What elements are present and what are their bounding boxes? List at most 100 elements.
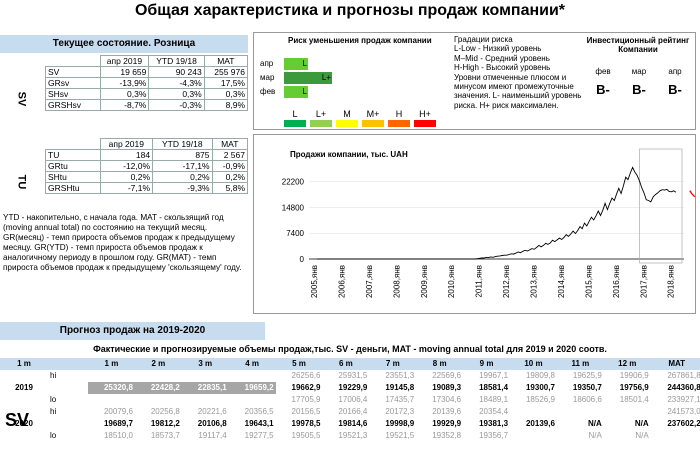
rating-month: апр xyxy=(668,67,682,76)
current-state-header: Текущее состояние. Розница xyxy=(0,35,248,53)
forecast-year: 2019 xyxy=(15,383,33,392)
forecast-cell: 237602,2 xyxy=(667,419,700,428)
forecast-cell: 18501,4 xyxy=(619,395,649,404)
forecast-band-label: lo xyxy=(50,395,57,404)
rating-values: фев B-мар B-апр B- xyxy=(586,67,692,97)
chart-title: Продажи компании, тыс. UAH xyxy=(290,150,408,159)
forecast-row: 2019 25320,8 22428,2 22835,1 19659,2 19662,9 1… xyxy=(0,382,700,394)
forecast-cell: 18526,9 xyxy=(525,395,555,404)
tu-cell: -17,1% xyxy=(152,160,213,172)
risk-legend-line: H-High - Высокий уровень xyxy=(454,63,551,73)
sv-cell: 8,9% xyxy=(203,99,249,111)
sales-chart: Продажи компании, тыс. UAH 22200 14800 7400… xyxy=(282,148,695,298)
tu-col-header: апр 2019 xyxy=(99,138,154,150)
forecast-cell: 20106,8 xyxy=(197,419,227,428)
tu-side-label: TU xyxy=(15,174,28,190)
forecast-header-cell: 4 m xyxy=(228,358,276,370)
forecast-row: lo 17705,9 17006,4 17435,7 17304,6 18489,1 185… xyxy=(0,394,700,406)
forecast-cell: N/A xyxy=(635,431,649,440)
tu-cell: 184 xyxy=(99,149,154,161)
forecast-cell: 19300,7 xyxy=(525,383,555,392)
risk-bar: L+ xyxy=(284,72,332,84)
risk-scale-item: M xyxy=(336,109,358,127)
rating-month: мар xyxy=(631,67,647,76)
forecast-header-cell: 7 m xyxy=(369,358,417,370)
forecast-cell: 19350,7 xyxy=(572,383,602,392)
forecast-cell: 19381,3 xyxy=(479,419,509,428)
tu-cell: -7,1% xyxy=(99,182,154,194)
forecast-cell: 19505,5 xyxy=(291,431,321,440)
tu-cell: 5,8% xyxy=(211,182,249,194)
forecast-cell: 18510,0 xyxy=(103,431,133,440)
risk-legend-line: L-Low - Низкий уровень xyxy=(454,44,542,54)
risk-scale-item: H+ xyxy=(414,109,436,127)
tu-cell: 2 567 xyxy=(211,149,249,161)
risk-legend: Градации риска L-Low - Низкий уровень M–Mi… xyxy=(454,35,584,110)
forecast-cell: 19756,9 xyxy=(619,383,649,392)
risk-legend-line: M–Mid - Средний уровень xyxy=(454,53,550,63)
risk-scale-item: L+ xyxy=(310,109,332,127)
chart-xtick-label: 2017,янв xyxy=(639,265,648,298)
risk-scale-item: L xyxy=(284,109,306,127)
chart-xtick-label: 2010,янв xyxy=(447,265,456,298)
sv-side-label: SV xyxy=(15,91,28,107)
chart-xtick-label: 2009,янв xyxy=(420,265,429,298)
forecast-cell xyxy=(229,370,276,382)
forecast-cell: 20139,6 xyxy=(525,419,555,428)
rating-item: фев B- xyxy=(586,67,620,97)
forecast-cell: 20356,5 xyxy=(244,407,274,416)
forecast-cell: 19689,7 xyxy=(103,419,133,428)
rating-item: апр B- xyxy=(658,67,692,97)
risk-month: мар xyxy=(260,73,275,82)
tu-header-row: апр 2019 YTD 19/18 MAT xyxy=(46,138,249,150)
forecast-cell: 25931,5 xyxy=(338,371,368,380)
forecast-cell: N/A xyxy=(588,431,602,440)
tu-cell: -0,9% xyxy=(211,160,249,172)
tu-cell: 0,2% xyxy=(211,171,249,183)
forecast-cell xyxy=(88,370,135,382)
risk-bar-label: L xyxy=(302,87,307,96)
sv-cell: -8,7% xyxy=(99,99,150,111)
sv-table: апр 2019 YTD 19/18 MAT SV 19 659 90 243 255 97… xyxy=(45,55,249,111)
forecast-cell: 241573,0 xyxy=(667,407,700,416)
tu-cell: 0,2% xyxy=(152,171,213,183)
forecast-cell: 19521,3 xyxy=(338,431,368,440)
rating-value: B- xyxy=(596,82,610,97)
forecast-cell: 19625,9 xyxy=(572,371,602,380)
chart-xtick-label: 2008,янв xyxy=(392,265,401,298)
forecast-header-cell: 1 m xyxy=(0,358,48,370)
tu-row-label: GRtu xyxy=(45,160,101,172)
forecast-header-cell: 8 m xyxy=(416,358,464,370)
chart-xtick-label: 2018,янв xyxy=(667,265,676,298)
forecast-year xyxy=(0,394,48,406)
sv-row-label: GRSHsv xyxy=(45,99,101,111)
forecast-year xyxy=(0,430,48,442)
forecast-cell xyxy=(557,406,604,418)
risk-scale-swatch xyxy=(284,120,306,127)
tu-corner xyxy=(46,139,101,150)
forecast-cell: 20172,3 xyxy=(385,407,415,416)
forecast-cell: N/A xyxy=(588,419,602,428)
forecast-cell: 19089,3 xyxy=(432,383,462,392)
chart-ytick-label: 0 xyxy=(300,255,305,264)
sv-cell: 19 659 xyxy=(99,66,150,78)
forecast-cell: 18489,1 xyxy=(479,395,509,404)
forecast-cell: 17304,6 xyxy=(432,395,462,404)
tu-row-label: SHtu xyxy=(45,171,101,183)
forecast-cell xyxy=(182,394,229,406)
sv-row: SV 19 659 90 243 255 976 xyxy=(45,66,249,78)
chart-xtick-label: 2005,янв xyxy=(310,265,319,298)
chart-xtick-label: 2006,янв xyxy=(337,265,346,298)
sv-col-header: MAT xyxy=(203,55,249,67)
forecast-cell: 17705,9 xyxy=(291,395,321,404)
risk-scale-swatch xyxy=(362,120,384,127)
forecast-header-cell: 12 m xyxy=(603,358,651,370)
forecast-sv-label: SV xyxy=(5,410,30,430)
risk-title: Риск уменьшения продаж компании xyxy=(288,36,432,45)
forecast-cell: 244360,8 xyxy=(667,383,700,392)
risk-scale-label: M+ xyxy=(366,109,380,119)
risk-bar: L xyxy=(284,58,308,70)
